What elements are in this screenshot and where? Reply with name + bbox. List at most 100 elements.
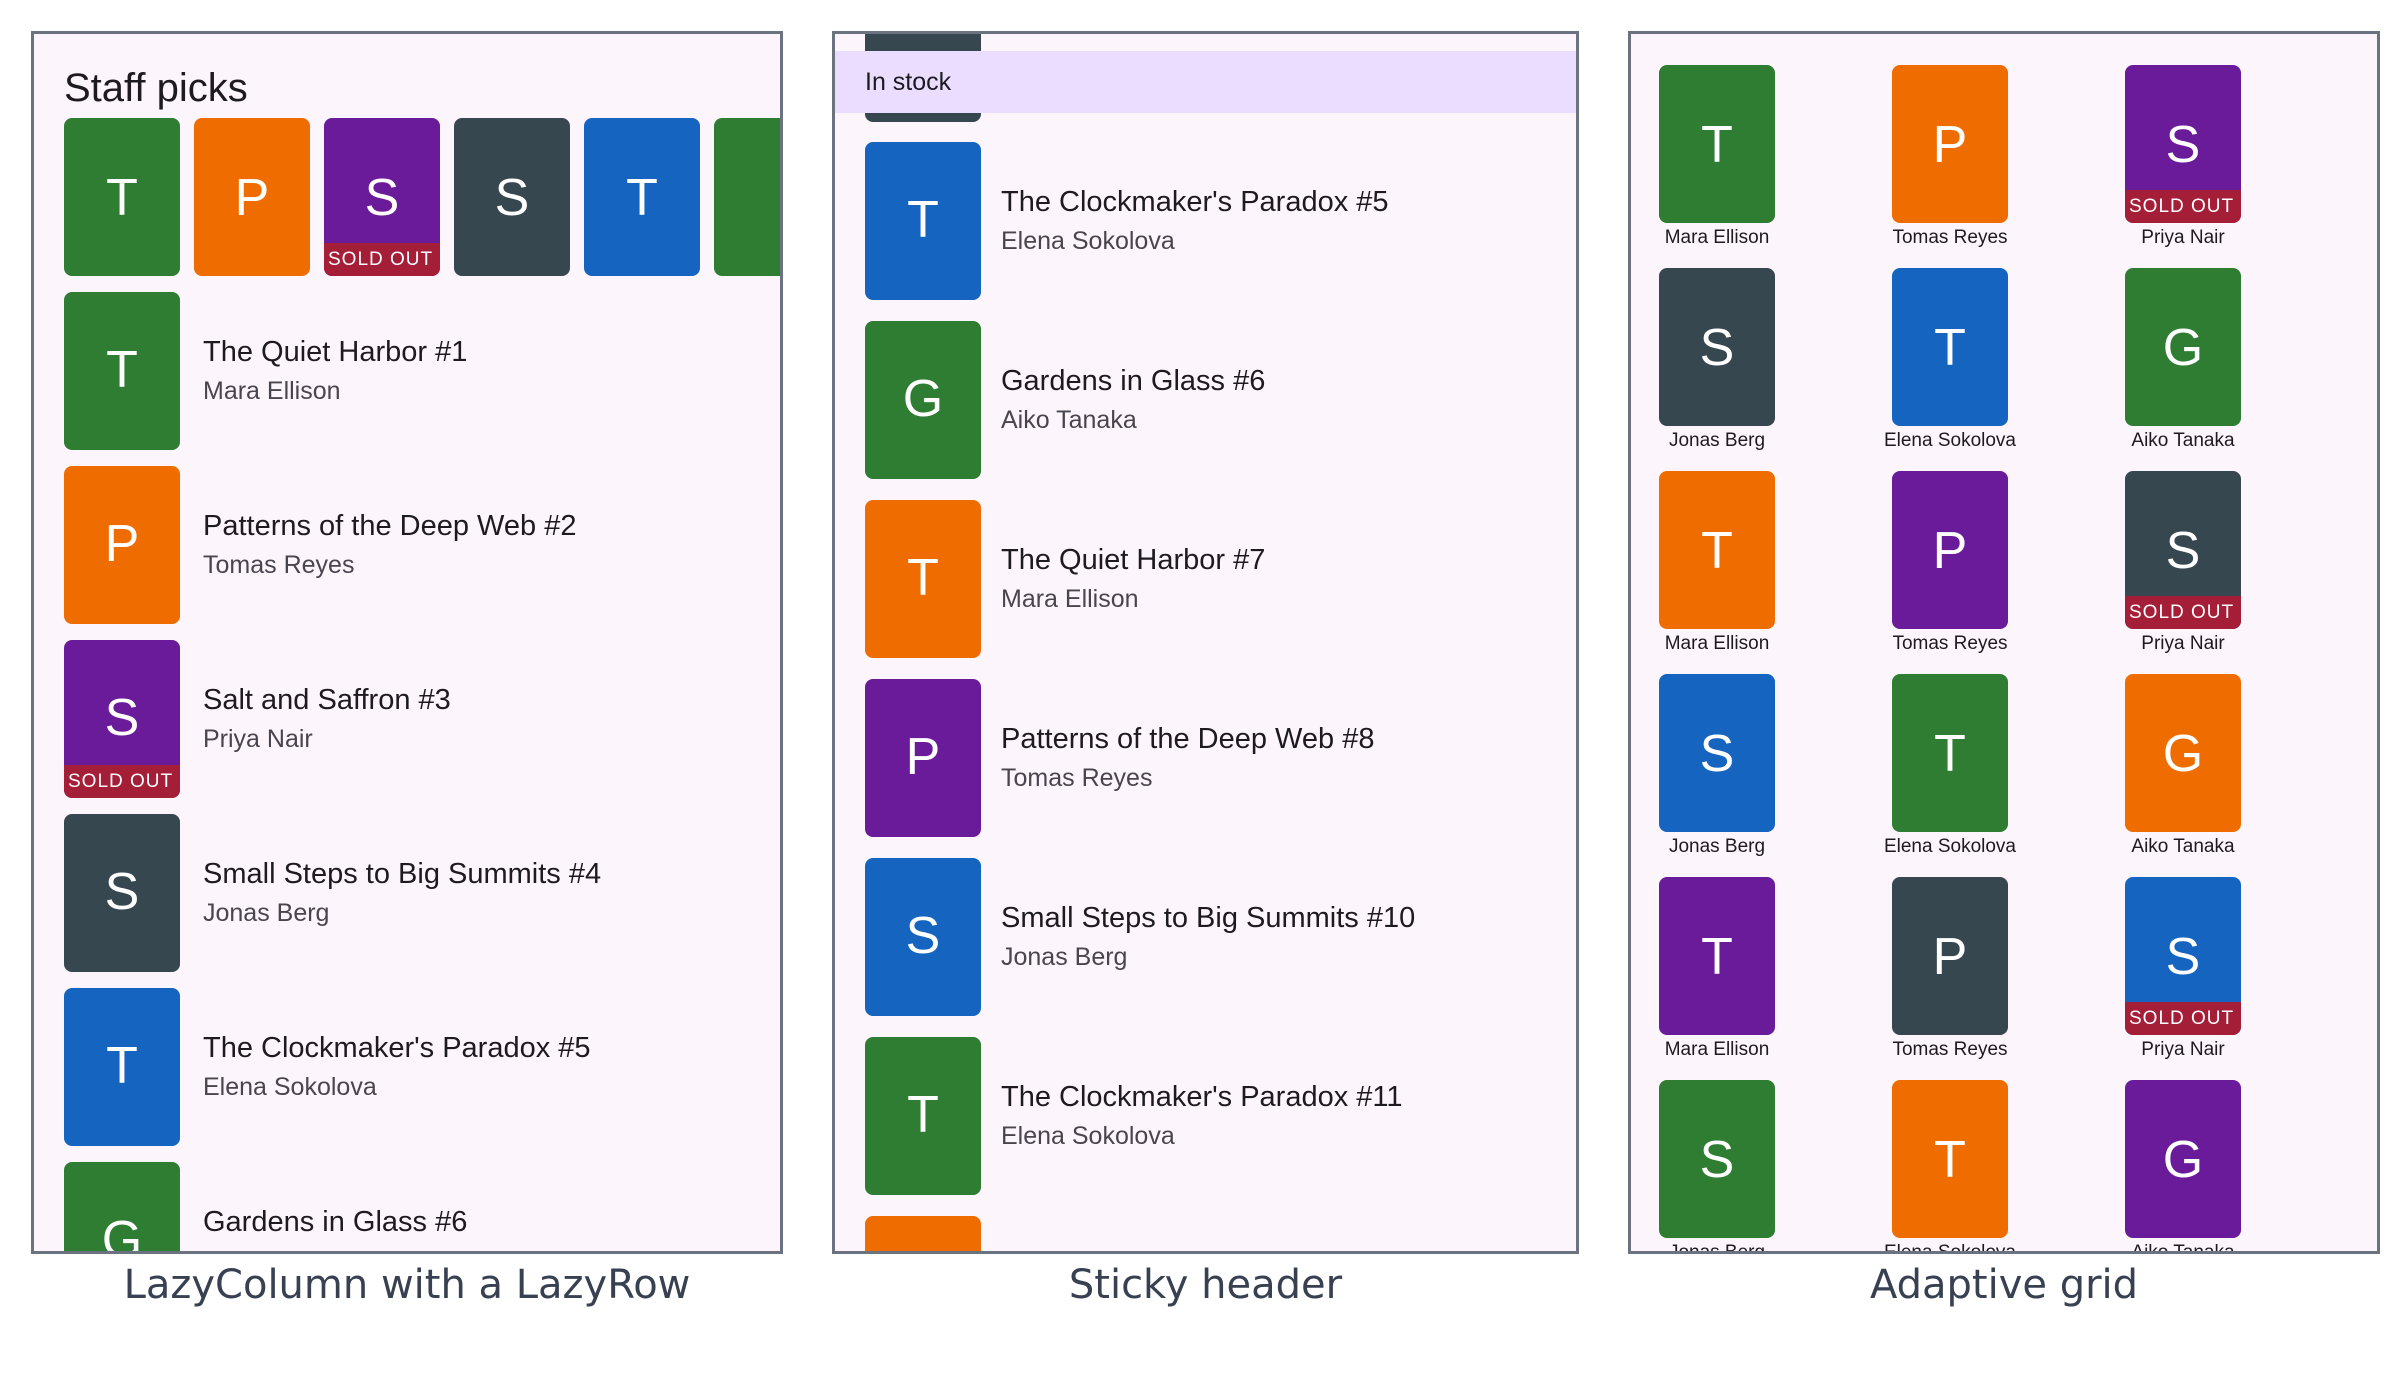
book-cover[interactable]: T	[1892, 1080, 2008, 1238]
book-cover[interactable]: G	[2125, 1080, 2241, 1238]
book-author: Aiko Tanaka	[2131, 836, 2235, 857]
book-cover[interactable]: P	[1892, 65, 2008, 223]
section-title: Staff picks	[64, 66, 248, 110]
book-author: Mara Ellison	[1664, 227, 1770, 248]
cover-letter: S	[2165, 522, 2201, 580]
cover-letter: S	[364, 169, 400, 227]
adaptive-grid-panel[interactable]: T Mara Ellison P Tomas Reyes S SOLD OUT Priya …	[1628, 31, 2380, 1254]
book-author: Tomas Reyes	[1001, 764, 1153, 792]
cover-letter: P	[1932, 522, 1968, 580]
book-cover[interactable]: P	[1892, 877, 2008, 1035]
book-cover[interactable]: T	[1892, 674, 2008, 832]
book-cover[interactable]: T	[1892, 268, 2008, 426]
sold-out-badge: SOLD OUT	[64, 765, 180, 798]
cover-letter: T	[1934, 1131, 1966, 1189]
book-author: Elena Sokolova	[1883, 1242, 2017, 1254]
book-cover[interactable]: T	[64, 988, 180, 1146]
book-author: Mara Ellison	[203, 377, 341, 405]
book-title: The Quiet Harbor #7	[1001, 544, 1266, 576]
cover-letter: S	[905, 907, 941, 965]
cover-letter: G	[101, 1211, 143, 1254]
book-author: Aiko Tanaka	[2131, 430, 2235, 451]
book-cover[interactable]: T	[865, 500, 981, 658]
cover-letter: P	[1932, 116, 1968, 174]
book-cover[interactable]: S	[454, 118, 570, 276]
book-author: Priya Nair	[2141, 1039, 2225, 1060]
book-author: Elena Sokolova	[1883, 430, 2017, 451]
sticky-section-header: In stock	[835, 51, 1576, 113]
cover-letter: P	[104, 515, 140, 573]
book-author: Elena Sokolova	[1001, 227, 1175, 255]
book-cover[interactable]: T	[1659, 471, 1775, 629]
sold-out-badge: SOLD OUT	[2125, 1002, 2241, 1035]
book-author: Tomas Reyes	[203, 551, 355, 579]
cover-letter: S	[494, 169, 530, 227]
book-author: Mara Ellison	[1001, 585, 1139, 613]
caption-right: Adaptive grid	[1869, 1262, 2139, 1308]
caption-middle: Sticky header	[1068, 1262, 1343, 1308]
book-author: Aiko Tanaka	[1001, 406, 1137, 434]
cover-letter: P	[234, 169, 270, 227]
cover-letter: S	[104, 863, 140, 921]
book-title: The Clockmaker's Paradox #11	[1001, 1081, 1403, 1113]
book-cover[interactable]	[714, 118, 780, 276]
sticky-header-panel[interactable]: In stock T The Clockmaker's Paradox #5 Ele…	[832, 31, 1579, 1254]
book-cover[interactable]: T	[64, 118, 180, 276]
book-cover[interactable]: G	[865, 321, 981, 479]
book-author: Priya Nair	[2141, 227, 2225, 248]
book-cover[interactable]: S SOLD OUT	[64, 640, 180, 798]
cover-letter: T	[106, 341, 138, 399]
book-cover[interactable]: S	[1659, 1080, 1775, 1238]
book-cover[interactable]: S SOLD OUT	[2125, 471, 2241, 629]
book-cover[interactable]: P	[64, 466, 180, 624]
book-author: Jonas Berg	[1001, 943, 1128, 971]
cover-letter: T	[106, 1037, 138, 1095]
book-cover[interactable]: T	[64, 292, 180, 450]
cover-letter: G	[902, 370, 944, 428]
book-cover[interactable]: S SOLD OUT	[324, 118, 440, 276]
cover-letter: G	[2162, 725, 2204, 783]
book-title: The Clockmaker's Paradox #5	[1001, 186, 1389, 218]
book-cover[interactable]: P	[865, 679, 981, 837]
book-cover[interactable]: S	[865, 858, 981, 1016]
cover-letter: S	[1699, 1131, 1735, 1189]
book-title: Small Steps to Big Summits #4	[203, 858, 602, 890]
cover-letter: S	[2165, 928, 2201, 986]
cover-letter: T	[1701, 928, 1733, 986]
book-cover[interactable]: S	[64, 814, 180, 972]
book-cover[interactable]: T	[1659, 65, 1775, 223]
cover-letter: T	[907, 1086, 939, 1144]
book-cover[interactable]: T	[865, 142, 981, 300]
book-title: Patterns of the Deep Web #2	[203, 510, 577, 542]
cover-letter: T	[907, 191, 939, 249]
book-author: Priya Nair	[203, 725, 313, 753]
cover-letter: S	[1699, 319, 1735, 377]
book-cover[interactable]: S	[1659, 674, 1775, 832]
lazy-column-panel[interactable]: Staff picks T P S SOLD OUT S T T The Quiet Har…	[31, 31, 783, 1254]
book-cover[interactable]: S SOLD OUT	[2125, 65, 2241, 223]
book-author: Tomas Reyes	[1892, 227, 2008, 248]
book-cover[interactable]: G	[64, 1162, 180, 1254]
book-title: Gardens in Glass #6	[1001, 365, 1266, 397]
book-cover[interactable]: P	[1892, 471, 2008, 629]
book-author: Priya Nair	[2141, 633, 2225, 654]
book-cover[interactable]: S SOLD OUT	[2125, 877, 2241, 1035]
cover-letter: G	[2162, 319, 2204, 377]
book-cover[interactable]: T	[865, 1037, 981, 1195]
book-cover[interactable]: G	[2125, 674, 2241, 832]
cover-letter: P	[905, 728, 941, 786]
book-cover[interactable]: S	[1659, 268, 1775, 426]
book-cover[interactable]: T	[584, 118, 700, 276]
book-author: Aiko Tanaka	[203, 1247, 339, 1251]
book-cover[interactable]: T	[1659, 877, 1775, 1035]
book-cover[interactable]: G	[2125, 268, 2241, 426]
book-cover[interactable]: P	[194, 118, 310, 276]
book-title: Salt and Saffron #3	[203, 684, 451, 716]
book-title: The Clockmaker's Paradox #5	[203, 1032, 591, 1064]
cover-letter: S	[104, 689, 140, 747]
book-cover[interactable]	[865, 1216, 981, 1251]
cover-letter: G	[2162, 1131, 2204, 1189]
book-author: Elena Sokolova	[1883, 836, 2017, 857]
book-author: Aiko Tanaka	[2131, 1242, 2235, 1254]
book-author: Jonas Berg	[203, 899, 330, 927]
